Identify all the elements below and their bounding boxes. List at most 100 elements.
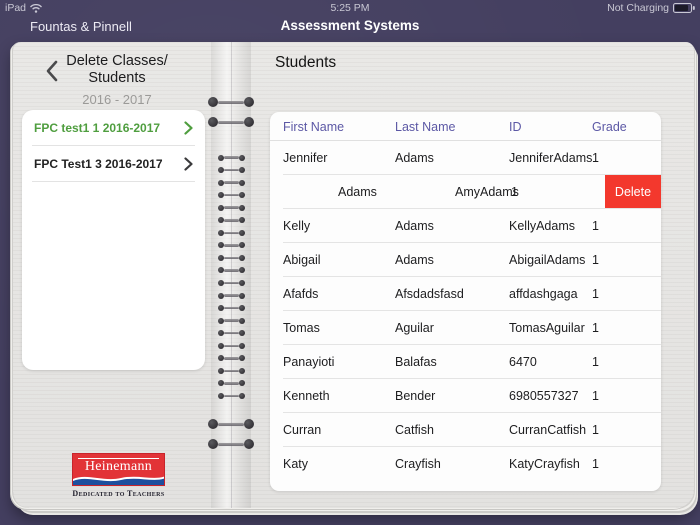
id-cell: CurranCatfish — [509, 423, 587, 437]
clock: 5:25 PM — [330, 2, 370, 14]
table-row[interactable]: Kelly Adams KellyAdams 1 — [270, 209, 661, 243]
spiral-ring-icon — [218, 280, 245, 286]
first-name-cell: Abigail — [283, 253, 321, 267]
last-name-cell: Afsdadsfasd — [395, 287, 464, 301]
spiral-ring-icon — [218, 192, 245, 199]
spiral-ring-icon — [218, 242, 245, 249]
logo-rule — [78, 458, 159, 459]
chevron-right-icon — [184, 121, 193, 135]
id-cell: affdashgaga — [509, 287, 578, 301]
grade-cell: 1 — [511, 185, 518, 199]
spiral-ring-icon — [218, 392, 245, 399]
spiral-ring-icon — [218, 305, 245, 312]
last-name-cell: Balafas — [395, 355, 437, 369]
grade-cell: 1 — [592, 423, 599, 437]
table-row[interactable]: Curran Catfish CurranCatfish 1 — [270, 413, 661, 447]
col-header-last-name: Last Name — [395, 119, 456, 134]
chevron-right-icon — [184, 157, 193, 171]
grade-cell: 1 — [592, 151, 599, 165]
id-cell: 6470 — [509, 355, 537, 369]
spiral-ring-icon — [218, 167, 245, 174]
col-header-grade: Grade — [592, 119, 627, 134]
spiral-ring-icon — [208, 97, 254, 107]
logo-brand: Heinemann — [84, 459, 153, 474]
first-name-cell: Panayioti — [283, 355, 335, 369]
last-name-cell: Catfish — [395, 423, 434, 437]
delete-button[interactable]: Delete — [605, 175, 661, 209]
table-row[interactable]: Katy Crayfish KatyCrayfish 1 — [270, 447, 661, 481]
nav-bar: Fountas & Pinnell Assessment Systems — [0, 16, 700, 42]
class-list-item[interactable]: FPC Test1 3 2016-2017 — [22, 146, 205, 182]
last-name-cell: Adams — [395, 219, 434, 233]
left-panel-title-line1: Delete Classes/ — [66, 53, 168, 69]
spiral-ring-icon — [218, 204, 245, 211]
grade-cell: 1 — [592, 219, 599, 233]
first-name-cell: Kenneth — [283, 389, 330, 403]
table-row[interactable]: Abigail Adams AbigailAdams 1 — [270, 243, 661, 277]
chevron-left-icon — [46, 60, 57, 81]
id-cell: KatyCrayfish — [509, 457, 580, 471]
table-row[interactable]: Kenneth Bender 6980557327 1 — [270, 379, 661, 413]
spiral-ring-icon — [218, 154, 245, 161]
last-name-cell: Aguilar — [395, 321, 434, 335]
back-button[interactable] — [40, 59, 62, 85]
class-label: FPC Test1 3 2016-2017 — [34, 157, 163, 171]
col-header-first-name: First Name — [283, 119, 345, 134]
spiral-ring-icon — [218, 179, 245, 186]
first-name-cell: Afafds — [283, 287, 319, 301]
spiral-ring-icon — [218, 217, 245, 224]
school-year-label: 2016 - 2017 — [82, 92, 152, 107]
spiral-ring-icon — [218, 355, 245, 362]
spiral-ring-icon — [208, 117, 254, 127]
table-row[interactable]: Jennifer Adams JenniferAdams 1 — [270, 141, 661, 175]
id-cell: 6980557327 — [509, 389, 579, 403]
first-name-cell: Katy — [283, 457, 309, 471]
table-row[interactable]: Afafds Afsdadsfasd affdashgaga 1 — [270, 277, 661, 311]
battery-icon — [673, 3, 695, 13]
last-name-cell: Adams — [338, 185, 377, 199]
heinemann-logo: Heinemann Dedicated to Teachers — [72, 453, 165, 498]
last-name-cell: Adams — [395, 151, 434, 165]
grade-cell: 1 — [592, 389, 599, 403]
grade-cell: 1 — [592, 355, 599, 369]
table-row[interactable]: Panayioti Balafas 6470 1 — [270, 345, 661, 379]
grade-cell: 1 — [592, 321, 599, 335]
screen-title: Assessment Systems — [280, 18, 420, 33]
spiral-ring-icon — [218, 254, 245, 261]
spiral-ring-icon — [218, 330, 245, 337]
status-right: Not Charging — [607, 2, 695, 14]
id-cell: TomasAguilar — [509, 321, 585, 335]
spiral-ring-icon — [218, 292, 245, 299]
first-name-cell: Kelly — [283, 219, 311, 233]
id-cell: KellyAdams — [509, 219, 575, 233]
id-cell: AmyAdams — [455, 185, 519, 199]
status-left: iPad — [5, 2, 42, 14]
last-name-cell: Adams — [395, 253, 434, 267]
device-label: iPad — [5, 2, 27, 14]
table-row[interactable]: Tomas Aguilar TomasAguilar 1 — [270, 311, 661, 345]
last-name-cell: Crayfish — [395, 457, 441, 471]
class-list-item[interactable]: FPC test1 1 2016-2017 — [22, 110, 205, 146]
heinemann-logo-box: Heinemann — [72, 453, 165, 486]
last-name-cell: Bender — [395, 389, 436, 403]
id-cell: JenniferAdams — [509, 151, 592, 165]
table-row-swiped[interactable]: Adams AmyAdams 1 Delete — [270, 175, 661, 209]
grade-cell: 1 — [592, 287, 599, 301]
id-cell: AbigailAdams — [509, 253, 586, 267]
spiral-ring-icon — [218, 342, 245, 349]
spiral-ring-icon — [208, 439, 254, 449]
grade-cell: 1 — [592, 253, 599, 267]
spiral-ring-icon — [208, 419, 254, 429]
spiral-ring-icon — [218, 380, 245, 387]
class-list-card: FPC test1 1 2016-2017 FPC Test1 3 2016-2… — [22, 110, 205, 370]
first-name-cell: Jennifer — [283, 151, 328, 165]
spiral-ring-icon — [218, 267, 245, 274]
students-title: Students — [275, 54, 337, 71]
left-panel-title: Delete Classes/ Students — [31, 53, 203, 87]
spiral-ring-icon — [218, 229, 245, 236]
notebook-page: Delete Classes/ Students 2016 - 2017 FPC… — [13, 42, 694, 508]
battery-status-label: Not Charging — [607, 2, 669, 14]
students-table: First Name Last Name ID Grade Jennifer A… — [270, 112, 661, 491]
app-title: Fountas & Pinnell — [30, 19, 132, 34]
